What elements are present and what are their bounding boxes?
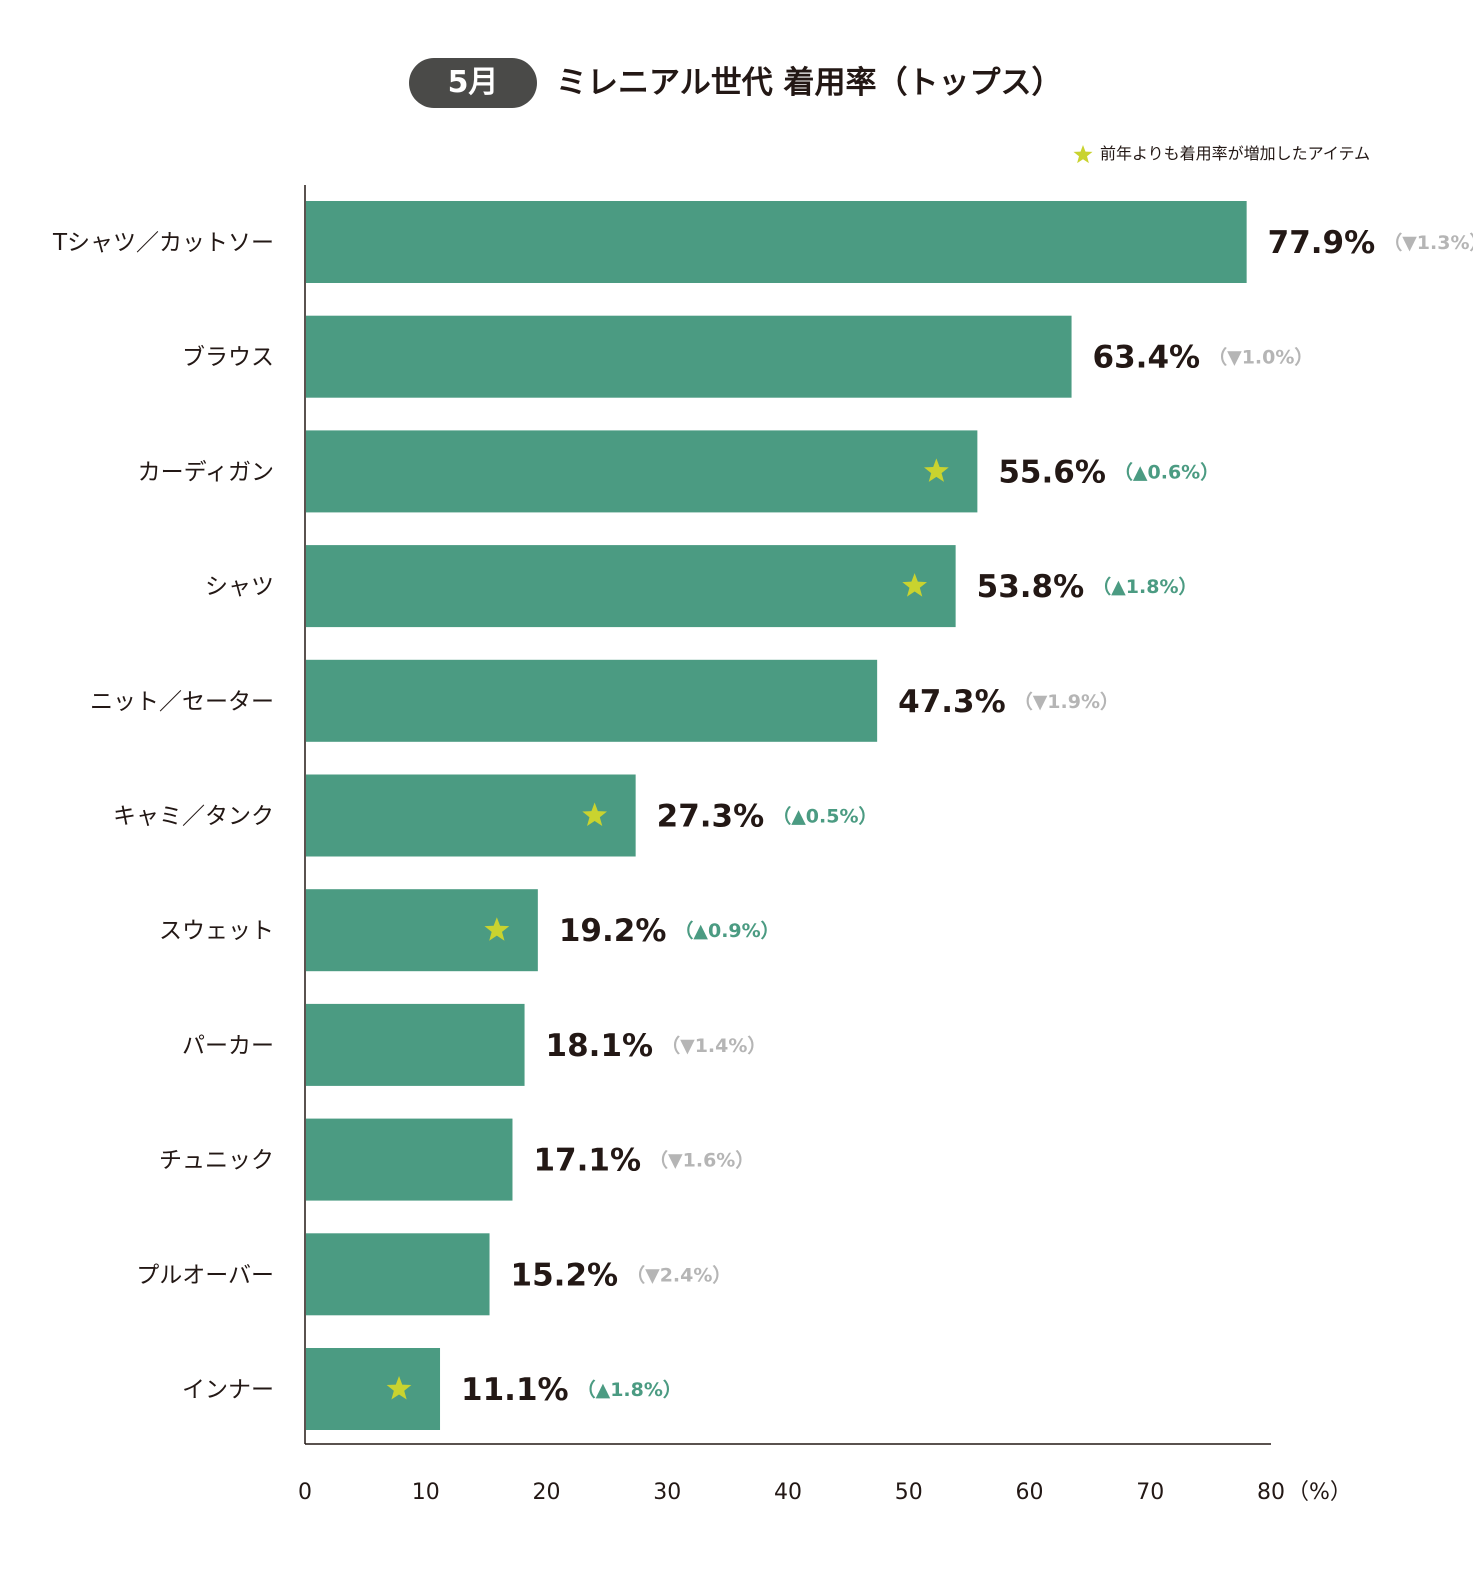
x-tick-label: 10	[412, 1480, 440, 1505]
value-label: 17.1%	[533, 1143, 641, 1179]
category-label: カーディガン	[138, 459, 274, 485]
change-label: （▲0.9%）	[674, 919, 779, 942]
value-label: 27.3%	[657, 799, 765, 835]
increase-star-icon	[386, 1376, 412, 1400]
change-label: （▲1.8%）	[1092, 575, 1197, 598]
bar	[306, 315, 1072, 398]
value-label: 18.1%	[546, 1028, 654, 1064]
change-label: （▼1.9%）	[1014, 690, 1119, 713]
bar	[306, 1118, 513, 1201]
legend-label: 前年よりも着用率が増加したアイテム	[1100, 144, 1371, 163]
legend-star-icon	[1073, 144, 1093, 163]
increase-star-icon	[924, 458, 949, 482]
category-label: ブラウス	[182, 345, 274, 371]
x-tick-label: 80	[1257, 1480, 1285, 1505]
category-label: シャツ	[205, 574, 274, 600]
category-label: インナー	[182, 1377, 274, 1403]
increase-star-icon	[582, 802, 608, 827]
x-tick-label: 40	[774, 1480, 802, 1505]
x-tick-label: 70	[1136, 1480, 1164, 1505]
bar	[306, 1348, 441, 1430]
value-label: 19.2%	[559, 913, 667, 949]
change-label: （▲0.5%）	[772, 805, 877, 828]
change-label: （▼2.4%）	[626, 1263, 731, 1286]
bar	[306, 545, 956, 628]
value-label: 53.8%	[977, 569, 1085, 605]
value-label: 55.6%	[998, 454, 1106, 490]
bar	[306, 430, 978, 513]
category-label: パーカー	[182, 1033, 274, 1059]
change-label: （▼1.6%）	[649, 1149, 754, 1172]
chart-title: ミレニアル世代 着用率（トップス）	[556, 65, 1063, 101]
value-label: 15.2%	[511, 1257, 619, 1293]
bar	[306, 774, 636, 857]
legend: 前年よりも着用率が増加したアイテム	[1072, 142, 1370, 166]
x-tick-label: 50	[895, 1480, 923, 1505]
value-label: 11.1%	[461, 1372, 569, 1408]
x-tick-label: 20	[533, 1480, 561, 1505]
value-label: 63.4%	[1093, 340, 1201, 376]
category-label: プルオーバー	[136, 1262, 274, 1288]
x-tick-label: 30	[653, 1480, 681, 1505]
value-label: 77.9%	[1268, 225, 1376, 261]
change-label: （▼1.4%）	[661, 1034, 766, 1057]
increase-star-icon	[484, 917, 510, 941]
bar	[306, 1003, 525, 1086]
x-tick-label: 0	[298, 1480, 312, 1505]
bar	[306, 1233, 490, 1316]
category-label: キャミ／タンク	[113, 804, 274, 830]
change-label: （▼1.3%）	[1383, 231, 1473, 254]
increase-star-icon	[902, 573, 927, 597]
value-label: 47.3%	[898, 684, 1006, 720]
change-label: （▼1.0%）	[1208, 346, 1313, 369]
change-label: （▲1.8%）	[577, 1378, 682, 1401]
x-tick-label: 60	[1016, 1480, 1044, 1505]
month-badge: 5月	[409, 58, 537, 108]
x-axis-unit: （%）	[1287, 1480, 1352, 1505]
category-label: ニット／セーター	[90, 689, 274, 715]
bar	[306, 201, 1247, 283]
category-label: Tシャツ／カットソー	[52, 230, 274, 256]
category-label: チュニック	[159, 1148, 274, 1174]
change-label: （▲0.6%）	[1114, 460, 1219, 483]
bar	[306, 659, 878, 742]
category-label: スウェット	[159, 918, 274, 944]
